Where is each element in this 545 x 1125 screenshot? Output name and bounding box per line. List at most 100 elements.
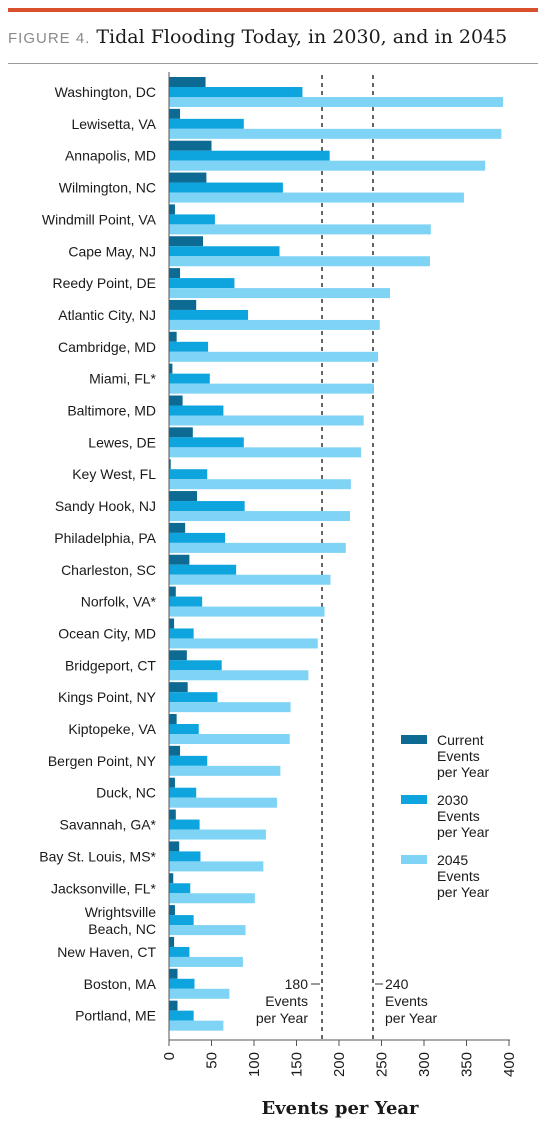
bar-2030 [169,915,194,926]
bar-current [169,204,175,215]
category-label: Reedy Point, DE [53,275,157,291]
legend-label: Events [437,868,480,884]
bar-2045 [169,893,255,904]
bar-2045 [169,256,430,267]
figure-label: FIGURE 4. [8,30,91,47]
bar-2045 [169,542,346,553]
bar-2045 [169,574,331,585]
category-label: Kings Point, NY [58,689,157,705]
bar-2030 [169,883,191,894]
bar-2045 [169,479,351,490]
bar-2030 [169,660,222,671]
category-label: Savannah, GA* [59,817,156,833]
bar-2030 [169,564,237,575]
bar-2045 [169,383,374,394]
reference-label: Events [265,993,308,1009]
category-label: Beach, NC [88,921,156,937]
bar-current [169,491,198,502]
category-label: Duck, NC [96,785,156,801]
bar-current [169,618,175,629]
title-divider [8,63,538,64]
bar-2030 [169,787,197,798]
bar-2030 [169,819,200,830]
bar-2030 [169,532,226,543]
bar-current [169,936,175,947]
bars [169,77,504,1031]
category-label: Philadelphia, PA [54,530,156,546]
bar-2030 [169,501,245,512]
bar-current [169,554,190,565]
legend-label: 2045 [437,852,468,868]
category-label: Lewes, DE [88,434,156,450]
bar-current [169,522,186,533]
figure-heading: FIGURE 4. Tidal Flooding Today, in 2030, … [8,26,538,60]
category-label: Norfolk, VA* [81,594,157,610]
legend-swatch-current [401,735,427,744]
category-label: Charleston, SC [61,562,156,578]
bar-current [169,714,177,724]
top-accent-rule [8,8,538,12]
bar-2045 [169,319,380,330]
bar-current [169,841,180,852]
bar-2045 [169,224,431,235]
bar-2045 [169,288,390,299]
bar-2030 [169,405,224,416]
bar-2045 [169,797,277,808]
bar-2030 [169,278,235,289]
category-label: Lewisetta, VA [71,116,156,132]
legend-label: Current [437,732,484,748]
bar-current [169,395,183,406]
x-tick-label: 350 [459,1052,476,1077]
bar-2030 [169,246,280,257]
bar-2045 [169,925,246,936]
x-axis-title: Events per Year [261,1098,419,1119]
bar-current [169,905,175,916]
category-label: Washington, DC [55,84,156,100]
bar-current [169,1000,178,1011]
bar-current [169,363,173,374]
category-label: Sandy Hook, NJ [55,498,156,514]
category-label: Miami, FL* [89,371,156,387]
x-axis: 0 50 100 150 200 250 300 350 400 [161,72,518,1077]
category-label: Portland, ME [75,1008,156,1024]
bar-2030 [169,755,208,766]
category-label: Key West, FL [72,466,156,482]
category-label: New Haven, CT [57,944,156,960]
legend-label: per Year [437,764,489,780]
reference-label: Events [385,993,428,1009]
category-label: Cambridge, MD [58,339,156,355]
bar-2045 [169,447,362,458]
bar-2030 [169,341,209,352]
bar-2030 [169,469,208,480]
bar-current [169,172,207,183]
bar-2030 [169,596,203,607]
bar-current [169,459,171,470]
x-tick-label: 300 [416,1052,433,1077]
bar-2045 [169,670,309,681]
bar-2030 [169,628,194,639]
bar-current [169,682,188,693]
bar-current [169,299,197,310]
legend-label: per Year [437,824,489,840]
category-label: Ocean City, MD [58,625,156,641]
bar-2030 [169,978,195,989]
category-label: Annapolis, MD [65,148,156,164]
bar-2030 [169,437,244,448]
bar-2045 [169,192,464,203]
bar-2030 [169,851,201,862]
category-label: Atlantic City, NJ [58,307,156,323]
bar-2045 [169,829,266,840]
bar-2045 [169,988,230,999]
bar-2045 [169,511,351,522]
reference-label: per Year [256,1010,308,1026]
bar-2030 [169,87,303,97]
category-label: Boston, MA [84,976,157,992]
category-labels: Washington, DC Lewisetta, VA Annapolis, MD… [39,84,156,1024]
bar-2030 [169,946,190,957]
reference-label: per Year [385,1010,437,1026]
bar-2045 [169,861,264,872]
bar-2045 [169,606,325,617]
x-tick-label: 0 [161,1052,178,1060]
reference-label: 240 [385,976,409,992]
